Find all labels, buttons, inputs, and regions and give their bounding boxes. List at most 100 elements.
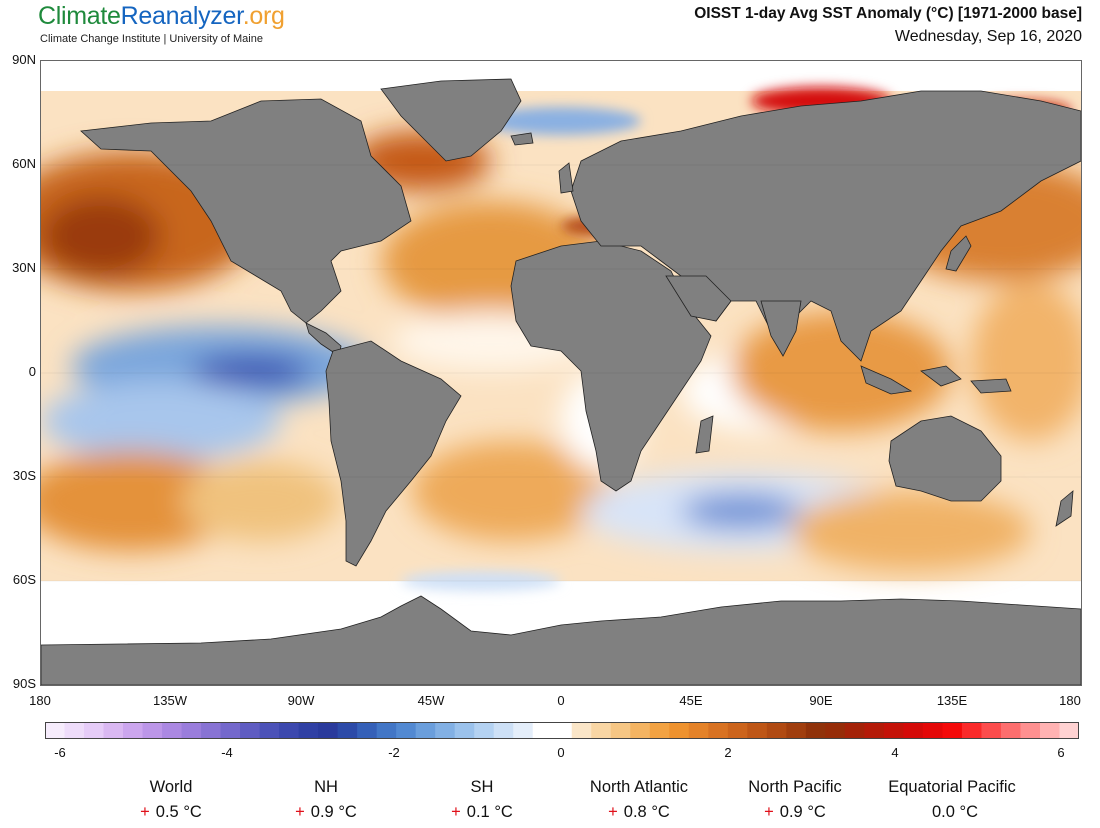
site-logo[interactable]: ClimateReanalyzer.org: [38, 2, 285, 31]
stat-value: 0.9 °C: [310, 803, 357, 821]
colorbar-swatch: [513, 722, 534, 739]
colorbar-swatch: [337, 722, 358, 739]
colorbar-swatch: [727, 722, 748, 739]
colorbar-swatch: [552, 722, 573, 739]
map-date: Wednesday, Sep 16, 2020: [894, 28, 1082, 45]
colorbar-swatch: [766, 722, 787, 739]
colorbar-swatch: [103, 722, 124, 739]
madagascar-landmass: [695, 415, 714, 454]
stat-value: 0.1 °C: [466, 803, 513, 821]
colorbar-swatch: [162, 722, 183, 739]
lon-label-45w: 45W: [417, 693, 445, 708]
colorbar-swatch: [1039, 722, 1061, 739]
india-landmass: [760, 300, 802, 357]
stat-north-atlantic: North Atlantic +0.8 °C: [559, 778, 719, 822]
stat-name: Equatorial Pacific: [888, 778, 1016, 796]
colorbar-swatches: [45, 722, 1080, 739]
colorbar-swatch: [922, 722, 944, 739]
colorbar-label-6: 6: [1057, 745, 1065, 760]
colorbar-label-neg2: -2: [388, 745, 400, 760]
colorbar-swatch: [747, 722, 768, 739]
colorbar-swatch: [786, 722, 807, 739]
colorbar-swatch: [181, 722, 202, 739]
stat-sh: SH +0.1 °C: [402, 778, 562, 822]
colorbar-swatch: [454, 722, 475, 739]
colorbar-swatch: [610, 722, 631, 739]
colorbar-swatch: [864, 722, 885, 739]
graticule: [41, 164, 1081, 582]
colorbar-legend: [45, 722, 1080, 739]
stat-value-row: +0.1 °C: [402, 803, 562, 822]
colorbar-swatch: [279, 722, 300, 739]
colorbar-swatch: [708, 722, 729, 739]
lat-label-0: 0: [28, 364, 36, 379]
colorbar-swatch: [630, 722, 651, 739]
lon-label-90w: 90W: [287, 693, 315, 708]
colorbar-border: [45, 722, 1079, 739]
colorbar-label-2: 2: [724, 745, 732, 760]
colorbar-swatch: [396, 722, 417, 739]
colorbar-swatch: [474, 722, 495, 739]
lat-label-30s: 30S: [12, 468, 36, 483]
colorbar-swatch: [844, 722, 865, 739]
stat-value-row: 0.0 °C: [872, 803, 1032, 822]
british-isles-landmass: [558, 162, 574, 194]
colorbar-swatch: [142, 722, 163, 739]
south-america-landmass: [325, 340, 462, 567]
new-zealand-landmass: [1055, 490, 1074, 527]
lon-label-135w: 135W: [153, 693, 187, 708]
colorbar-swatch: [357, 722, 378, 739]
stat-value: 0.5 °C: [155, 803, 202, 821]
japan-landmass: [945, 235, 972, 272]
colorbar-swatch: [1000, 722, 1022, 739]
colorbar-swatch: [201, 722, 222, 739]
sst-anomaly-map: [40, 60, 1082, 686]
stat-sign: +: [608, 803, 618, 821]
colorbar-swatch: [688, 722, 709, 739]
stat-sign: +: [295, 803, 305, 821]
colorbar-swatch: [45, 722, 66, 739]
logo-part-org: .org: [242, 2, 285, 30]
site-subtitle: Climate Change Institute | University of…: [40, 33, 263, 45]
stat-name: NH: [314, 778, 338, 796]
lon-label-0: 0: [557, 693, 565, 708]
colorbar-swatch: [493, 722, 514, 739]
lon-label-180w: 180: [29, 693, 51, 708]
greenland-landmass: [380, 78, 522, 162]
colorbar-swatch: [981, 722, 1002, 739]
colorbar-label-4: 4: [891, 745, 899, 760]
stat-value-row: +0.8 °C: [559, 803, 719, 822]
colorbar-swatch: [435, 722, 456, 739]
lat-label-90s: 90S: [12, 676, 36, 691]
north-america-landmass: [80, 98, 412, 324]
map-title: OISST 1-day Avg SST Anomaly (°C) [1971-2…: [694, 5, 1082, 22]
indonesia-islands: [860, 365, 1012, 395]
stat-value-row: +0.9 °C: [246, 803, 406, 822]
stat-value: 0.8 °C: [623, 803, 670, 821]
stat-sign: +: [764, 803, 774, 821]
colorbar-swatch: [649, 722, 670, 739]
colorbar-swatch: [825, 722, 846, 739]
colorbar-swatch: [571, 722, 592, 739]
logo-part-reanalyzer: Reanalyzer: [120, 2, 243, 30]
lat-label-90n: 90N: [12, 52, 36, 67]
logo-part-climate: Climate: [38, 2, 121, 30]
colorbar-swatch: [240, 722, 261, 739]
stat-value-row: +0.5 °C: [91, 803, 251, 822]
lat-label-60n: 60N: [12, 156, 36, 171]
stat-value: 0.9 °C: [779, 803, 826, 821]
map-canvas: [41, 78, 1081, 685]
colorbar-swatch: [883, 722, 905, 739]
stat-world: World +0.5 °C: [91, 778, 251, 822]
lat-label-30n: 30N: [12, 260, 36, 275]
colorbar-swatch: [298, 722, 319, 739]
stat-value-row: +0.9 °C: [715, 803, 875, 822]
colorbar-label-0: 0: [557, 745, 565, 760]
colorbar-swatch: [259, 722, 280, 739]
colorbar-swatch: [805, 722, 826, 739]
colorbar-swatch: [532, 722, 553, 739]
stat-name: World: [149, 778, 193, 796]
colorbar-swatch: [415, 722, 436, 739]
antarctica-landmass: [41, 595, 1081, 685]
lon-label-180e: 180: [1059, 693, 1081, 708]
